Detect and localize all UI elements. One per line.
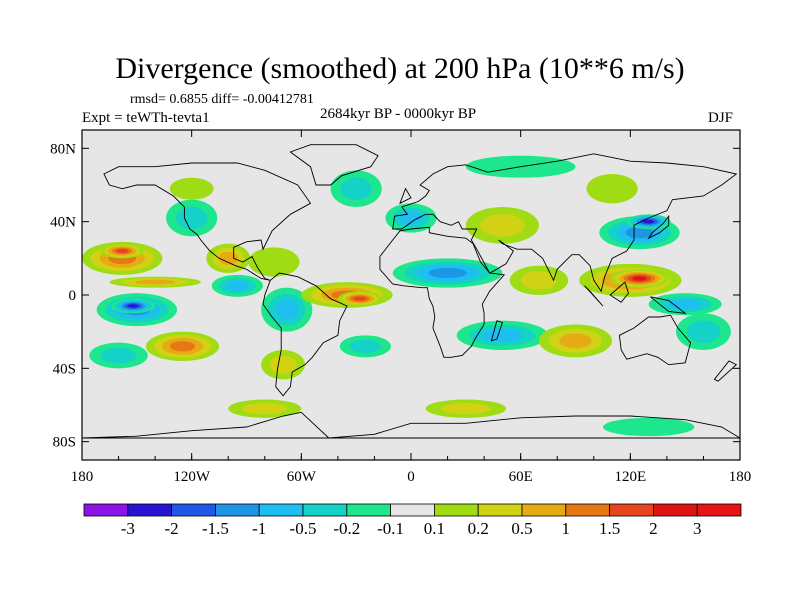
coastline-12: [713, 360, 738, 382]
coastline-8: [647, 214, 670, 240]
coastlines: [82, 144, 740, 439]
field-contour-20-4: [428, 267, 467, 279]
colorbar-swatch-0: [83, 503, 129, 517]
colorbar-swatch-14: [696, 503, 742, 517]
field-contour-12-3: [275, 299, 299, 320]
colorbar-label-9: 0.5: [511, 519, 532, 538]
field-contour-30-2: [686, 320, 721, 343]
colorbar-label-13: 3: [693, 519, 702, 538]
coastline-3: [392, 153, 738, 293]
experiment-label: Expt = teWTh-tevta1: [82, 110, 210, 126]
coastline-0: [103, 162, 312, 281]
y-tick-label-3: 40S: [53, 361, 76, 377]
coastline-2: [289, 144, 379, 186]
field-contour-1-5: [115, 248, 129, 254]
field-contour-5-2: [100, 347, 137, 364]
coastline-1: [262, 272, 348, 397]
field-contour-4-3: [134, 279, 176, 285]
field-contour-18-2: [340, 177, 372, 200]
field-contour-33-2: [441, 403, 491, 415]
colorbar-swatch-12: [609, 503, 654, 517]
field-contour-9-3: [218, 251, 238, 265]
colorbar-label-0: -3: [121, 519, 135, 538]
colorbar-swatch-7: [390, 503, 435, 517]
coastline-7: [399, 187, 412, 205]
colorbar-swatch-11: [565, 503, 610, 517]
colorbar-label-8: 0.2: [468, 519, 489, 538]
field-contour-8-1: [169, 177, 214, 200]
field-contour-28-6: [632, 276, 647, 281]
coastline-9: [584, 285, 604, 307]
coastline-4: [379, 226, 506, 358]
x-tick-label-6: 180: [729, 469, 752, 485]
y-tick-label-1: 40N: [50, 215, 76, 231]
field-contour-17-2: [349, 339, 382, 354]
field-contour-16-5: [353, 296, 367, 301]
period-label: 2684kyr BP - 0000kyr BP: [320, 106, 477, 122]
y-tick-label-0: 80N: [50, 141, 76, 157]
colorbar-swatch-13: [653, 503, 698, 517]
season-label: DJF: [708, 110, 734, 126]
field-contour-14-2: [242, 403, 288, 415]
coastline-6: [82, 411, 740, 439]
colorbar-swatch-6: [346, 503, 391, 517]
field-contour-25-4: [625, 226, 654, 239]
colorbar-swatch-10: [521, 503, 567, 517]
coastline-13: [490, 320, 503, 342]
y-tick-label-2: 0: [69, 288, 77, 304]
chart-title: Divergence (smoothed) at 200 hPa (10**6 …: [115, 52, 685, 85]
colorbar-label-11: 1.5: [599, 519, 620, 538]
coastline-10: [609, 281, 630, 303]
stats-label: rmsd= 0.6855 diff= -0.00412781: [130, 92, 314, 107]
colorbar-swatch-8: [433, 503, 479, 517]
field-contour-26-6: [643, 219, 654, 224]
x-tick-label-5: 120E: [614, 469, 646, 485]
colorbar-label-7: 0.1: [424, 519, 445, 538]
colorbar-swatch-3: [214, 503, 260, 517]
field-layer: [82, 155, 731, 437]
field-contour-6-4: [169, 341, 196, 352]
colorbar-swatch-4: [258, 503, 304, 517]
colorbar-label-1: -2: [165, 519, 179, 538]
colorbar-label-3: -1: [252, 519, 266, 538]
x-tick-label-4: 60E: [509, 469, 533, 485]
colorbar-label-4: -0.5: [290, 519, 317, 538]
field-contour-22-2: [520, 271, 557, 290]
colorbar-label-6: -0.1: [377, 519, 404, 538]
field-contour-3-6: [127, 304, 139, 308]
x-tick-label-1: 120W: [173, 469, 211, 485]
colorbar-swatch-2: [171, 503, 216, 517]
colorbar-swatch-5: [302, 503, 348, 517]
colorbar-label-12: 2: [649, 519, 658, 538]
colorbar-swatch-9: [477, 503, 523, 517]
colorbar-label-5: -0.2: [333, 519, 360, 538]
colorbar-label-10: 1: [562, 519, 571, 538]
field-contour-13-2: [269, 355, 297, 374]
y-tick-label-4: 80S: [53, 435, 76, 451]
field-contour-21-2: [479, 214, 525, 237]
x-tick-label-0: 180: [71, 469, 94, 485]
field-contour-7-2: [175, 206, 208, 230]
colorbar-swatch-1: [127, 503, 173, 517]
coastline-11: [650, 296, 687, 314]
x-tick-label-2: 60W: [287, 469, 317, 485]
field-contour-34-1: [602, 417, 695, 437]
field-contour-31-1: [586, 174, 638, 204]
colorbar-label-2: -1.5: [202, 519, 229, 538]
field-contour-11-1: [248, 247, 300, 277]
field-contour-24-3: [559, 333, 592, 349]
x-tick-label-3: 0: [407, 469, 415, 485]
field-contour-23-3: [482, 328, 523, 342]
field-contour-10-3: [225, 280, 249, 291]
coastline-5: [618, 314, 692, 366]
